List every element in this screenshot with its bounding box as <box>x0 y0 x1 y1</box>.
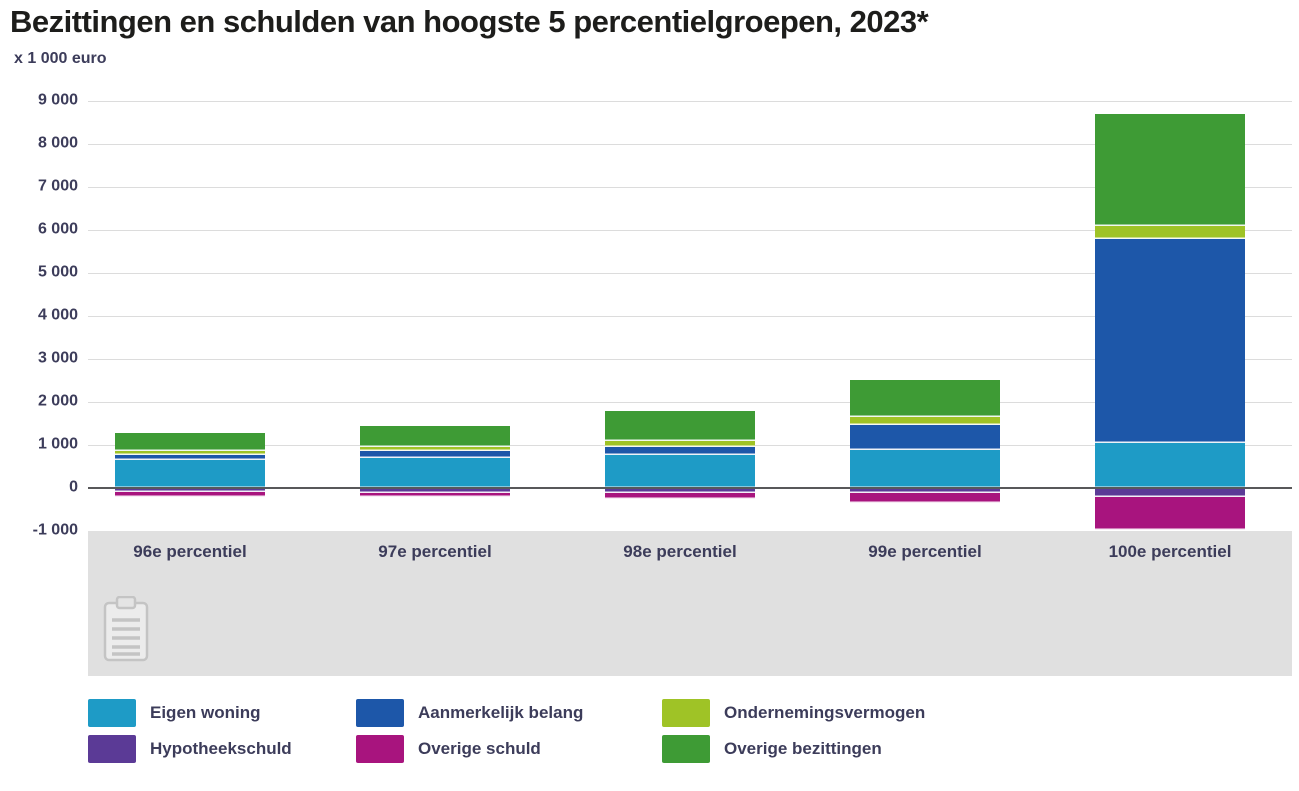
bar-segment[interactable] <box>605 440 755 448</box>
bar-segment[interactable] <box>115 488 265 493</box>
bar-segment[interactable] <box>115 454 265 461</box>
bar-segment[interactable] <box>605 488 755 493</box>
legend-label: Overige bezittingen <box>724 739 882 758</box>
bar-segment[interactable] <box>850 488 1000 494</box>
bar-segment[interactable] <box>1095 113 1245 227</box>
bar-segment[interactable] <box>1095 442 1245 488</box>
y-tick-label: 6 000 <box>37 220 78 238</box>
bar-segment[interactable] <box>360 426 510 447</box>
bar-segment[interactable] <box>850 379 1000 418</box>
legend-swatch <box>88 699 136 727</box>
x-category-label: 99e percentiel <box>868 542 982 561</box>
chart-title: Bezittingen en schulden van hoogste 5 pe… <box>10 4 929 39</box>
bar-segment[interactable] <box>115 492 265 497</box>
bar-segment[interactable] <box>115 433 265 451</box>
legend-item[interactable]: Eigen woning <box>88 699 356 727</box>
bar-segment[interactable] <box>360 488 510 494</box>
legend-label: Hypotheekschuld <box>150 739 292 758</box>
legend-swatch <box>662 735 710 763</box>
bar-segment[interactable] <box>605 447 755 455</box>
legend-item[interactable]: Ondernemingsvermogen <box>662 699 925 727</box>
gridline <box>88 143 1292 145</box>
legend-swatch <box>356 699 404 727</box>
y-tick-label: 8 000 <box>37 134 78 152</box>
bar-segment[interactable] <box>850 425 1000 451</box>
legend-item[interactable]: Overige schuld <box>356 735 662 763</box>
x-category-label: 98e percentiel <box>623 542 737 561</box>
legend-swatch <box>662 699 710 727</box>
bar-segment[interactable] <box>1095 488 1245 498</box>
y-tick-label: -1 000 <box>32 521 78 539</box>
legend-label: Aanmerkelijk belang <box>418 703 584 722</box>
bar-segment[interactable] <box>1095 226 1245 240</box>
legend-label: Eigen woning <box>150 703 261 722</box>
bar-segment[interactable] <box>360 446 510 452</box>
bar-segment[interactable] <box>1095 239 1245 443</box>
y-tick-label: 4 000 <box>37 306 78 324</box>
legend-item[interactable]: Aanmerkelijk belang <box>356 699 662 727</box>
clipboard-table-icon[interactable] <box>100 596 152 664</box>
y-tick-label: 0 <box>69 478 78 496</box>
gridline <box>88 100 1292 102</box>
legend-item[interactable]: Overige bezittingen <box>662 735 925 763</box>
y-tick-label: 1 000 <box>37 435 78 453</box>
legend-label: Ondernemingsvermogen <box>724 703 926 722</box>
gridline <box>88 315 1292 317</box>
bar-segment[interactable] <box>605 454 755 488</box>
y-tick-label: 9 000 <box>37 91 78 109</box>
y-tick-label: 5 000 <box>37 263 78 281</box>
legend-swatch <box>88 735 136 763</box>
legend-swatch <box>356 735 404 763</box>
bar-segment[interactable] <box>360 493 510 497</box>
bar-segment[interactable] <box>605 411 755 441</box>
x-category-label: 100e percentiel <box>1108 542 1232 561</box>
gridline <box>88 272 1292 274</box>
y-tick-label: 2 000 <box>37 392 78 410</box>
gridline <box>88 401 1292 403</box>
gridline <box>88 186 1292 188</box>
bar-segment[interactable] <box>850 417 1000 426</box>
bar-segment[interactable] <box>1095 497 1245 531</box>
bar-segment[interactable] <box>850 450 1000 488</box>
bar-segment[interactable] <box>360 457 510 488</box>
y-tick-label: 3 000 <box>37 349 78 367</box>
x-category-label: 96e percentiel <box>133 542 247 561</box>
chart-legend: Eigen woning Aanmerkelijk belang Ondernemi… <box>88 699 925 763</box>
zero-axis-line <box>88 487 1292 489</box>
legend-label: Overige schuld <box>418 739 541 758</box>
x-axis-band <box>88 531 1292 676</box>
chart-unit-label: x 1 000 euro <box>14 50 107 67</box>
bar-segment[interactable] <box>115 451 265 455</box>
legend-item[interactable]: Hypotheekschuld <box>88 735 356 763</box>
bar-segment[interactable] <box>360 451 510 458</box>
bar-segment[interactable] <box>850 493 1000 504</box>
bar-segment[interactable] <box>605 492 755 500</box>
gridline <box>88 229 1292 231</box>
bar-segment[interactable] <box>115 460 265 488</box>
x-category-label: 97e percentiel <box>378 542 492 561</box>
gridline <box>88 358 1292 360</box>
y-tick-label: 7 000 <box>37 177 78 195</box>
